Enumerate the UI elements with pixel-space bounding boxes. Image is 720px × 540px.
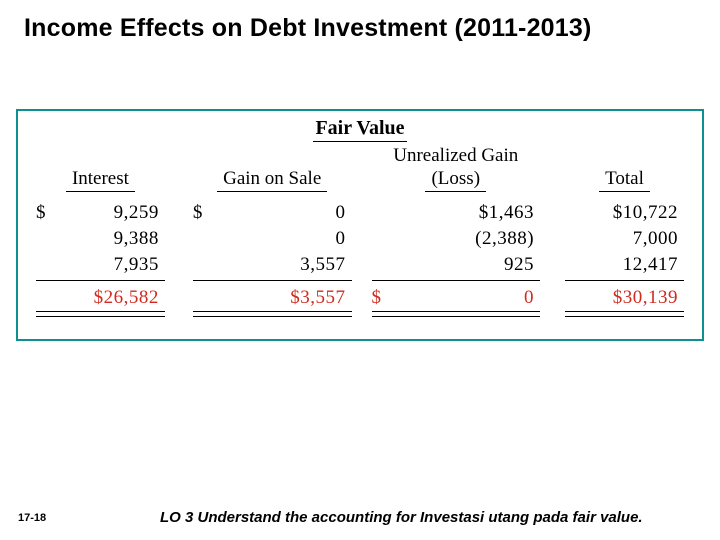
slide-number: 17-18: [18, 512, 46, 524]
total-row: $26,582: [36, 280, 165, 311]
page-title: Income Effects on Debt Investment (2011-…: [24, 14, 592, 43]
cell-value: 7,000: [583, 228, 684, 250]
table-row: 12,417: [565, 252, 684, 278]
table-row: (2,388): [372, 226, 541, 252]
col-interest: Interest $ 9,259 9,388 7,935: [36, 144, 165, 311]
col-rows-gain: $ 0 0 3,557 $3,557: [193, 200, 352, 311]
table-columns: Interest $ 9,259 9,388 7,935: [36, 144, 684, 311]
col-rows-interest: $ 9,259 9,388 7,935 $26,582: [36, 200, 165, 311]
currency-symbol: $: [36, 202, 54, 224]
col-label-ugl-line2: (Loss): [425, 168, 486, 192]
cell-value: (2,388): [390, 228, 541, 250]
total-value: 0: [390, 287, 541, 309]
currency-symbol: $: [193, 202, 211, 224]
currency-symbol: $: [372, 287, 390, 309]
table-heading-wrap: Fair Value: [36, 117, 684, 142]
table-row: 9,388: [36, 226, 165, 252]
cell-value: $10,722: [583, 202, 684, 224]
total-value: $3,557: [211, 287, 352, 309]
table-row: 7,000: [565, 226, 684, 252]
fair-value-table: Fair Value Interest $ 9,259 9,388: [16, 109, 704, 341]
table-row: 7,935: [36, 252, 165, 278]
col-total: Total $10,722 7,000 12,417: [565, 144, 684, 311]
table-row: $1,463: [372, 200, 541, 226]
cell-value: 12,417: [583, 254, 684, 276]
slide: Income Effects on Debt Investment (2011-…: [0, 0, 720, 540]
cell-value: 0: [211, 228, 352, 250]
table-heading: Fair Value: [313, 117, 406, 142]
cell-value: 0: [211, 202, 352, 224]
total-row: $3,557: [193, 280, 352, 311]
cell-value: $1,463: [390, 202, 541, 224]
cell-value: 9,259: [54, 202, 165, 224]
total-value: $30,139: [583, 287, 684, 309]
col-label-gain: Gain on Sale: [217, 168, 327, 192]
col-head-interest: Interest: [66, 144, 135, 194]
table-row: $ 9,259: [36, 200, 165, 226]
cell-value: 3,557: [211, 254, 352, 276]
total-row: $ 0: [372, 280, 541, 311]
table-row: $ 0: [193, 200, 352, 226]
col-rows-ugl: $1,463 (2,388) 925 $ 0: [372, 200, 541, 311]
cell-value: 9,388: [54, 228, 165, 250]
cell-value: 7,935: [54, 254, 165, 276]
col-label-total: Total: [599, 168, 650, 192]
col-head-total: Total: [599, 144, 650, 194]
table-row: 925: [372, 252, 541, 278]
learning-objective: LO 3 Understand the accounting for Inves…: [160, 509, 704, 526]
col-rows-total: $10,722 7,000 12,417 $30,139: [565, 200, 684, 311]
col-head-gain: Gain on Sale: [217, 144, 327, 194]
col-unrealized-gain-loss: Unrealized Gain (Loss) $1,463 (2,388) 92…: [372, 144, 541, 311]
total-row: $30,139: [565, 280, 684, 311]
table-row: 3,557: [193, 252, 352, 278]
col-label-ugl-line1: Unrealized Gain: [393, 145, 518, 167]
col-gain-on-sale: Gain on Sale $ 0 0 3,557: [193, 144, 352, 311]
cell-value: 925: [390, 254, 541, 276]
table-row: $10,722: [565, 200, 684, 226]
table-row: 0: [193, 226, 352, 252]
col-label-interest: Interest: [66, 168, 135, 192]
col-head-ugl: Unrealized Gain (Loss): [393, 144, 518, 194]
total-value: $26,582: [54, 287, 165, 309]
